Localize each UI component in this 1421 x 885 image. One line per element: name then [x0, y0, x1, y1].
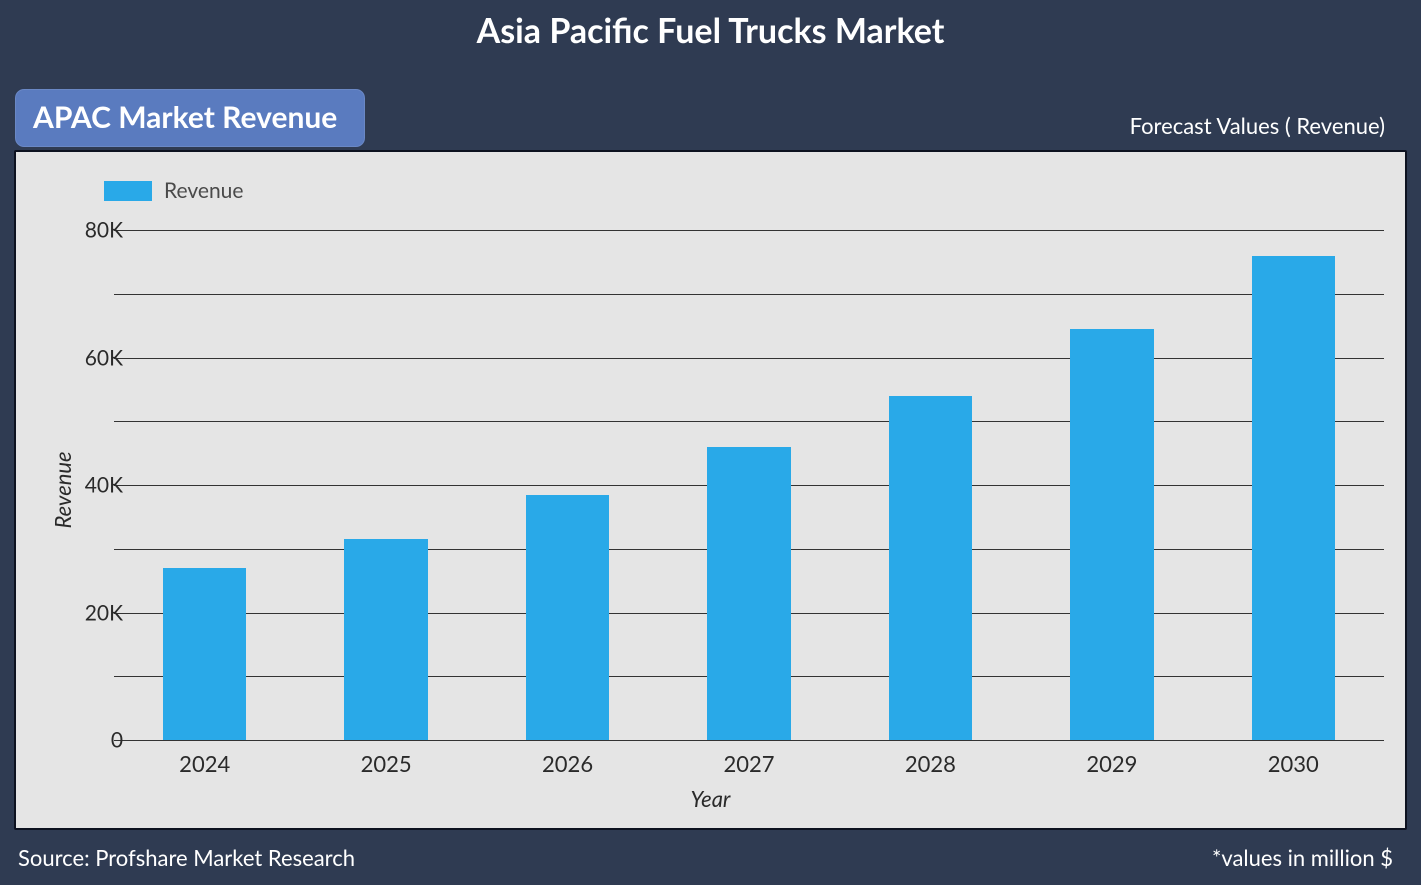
chart-bar	[707, 447, 790, 740]
page-title: Asia Pacific Fuel Trucks Market	[0, 0, 1421, 51]
gridline	[114, 358, 1384, 359]
y-tick-label: 20K	[63, 600, 123, 625]
x-tick-label: 2030	[1268, 750, 1319, 777]
chart-bar	[889, 396, 972, 740]
footer-source: Source: Profshare Market Research	[18, 844, 355, 871]
gridline	[114, 740, 1384, 741]
y-tick-label: 0	[63, 728, 123, 753]
chart-bar	[344, 539, 427, 740]
gridline	[114, 421, 1384, 422]
x-tick-label: 2025	[361, 750, 412, 777]
revenue-badge: APAC Market Revenue	[14, 88, 366, 148]
x-tick-label: 2027	[723, 750, 774, 777]
y-tick-label: 80K	[63, 218, 123, 243]
x-axis-label: Year	[691, 785, 731, 812]
forecast-label: Forecast Values ( Revenue)	[1130, 112, 1385, 139]
chart-bar	[1070, 329, 1153, 740]
x-tick-label: 2024	[179, 750, 230, 777]
legend-label: Revenue	[164, 178, 243, 203]
chart-bar	[1252, 256, 1335, 741]
x-tick-label: 2026	[542, 750, 593, 777]
gridline	[114, 294, 1384, 295]
chart-container: Revenue Revenue Year 020K40K60K80K202420…	[14, 150, 1407, 830]
gridline	[114, 230, 1384, 231]
chart-plot-area	[114, 230, 1384, 740]
chart-bar	[163, 568, 246, 740]
chart-legend: Revenue	[104, 178, 243, 203]
y-tick-label: 60K	[63, 345, 123, 370]
legend-swatch	[104, 181, 152, 201]
y-tick-label: 40K	[63, 473, 123, 498]
chart-bar	[526, 495, 609, 740]
x-tick-label: 2028	[905, 750, 956, 777]
x-tick-label: 2029	[1086, 750, 1137, 777]
footer-units: *values in million $	[1212, 844, 1393, 871]
